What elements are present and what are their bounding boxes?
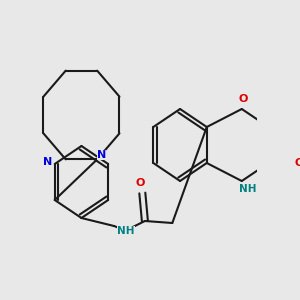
Text: NH: NH (117, 226, 135, 236)
Text: O: O (239, 94, 248, 104)
Text: NH: NH (239, 184, 256, 194)
Text: O: O (295, 158, 300, 168)
Text: N: N (97, 150, 106, 160)
Text: O: O (136, 178, 145, 188)
Text: N: N (43, 157, 52, 167)
